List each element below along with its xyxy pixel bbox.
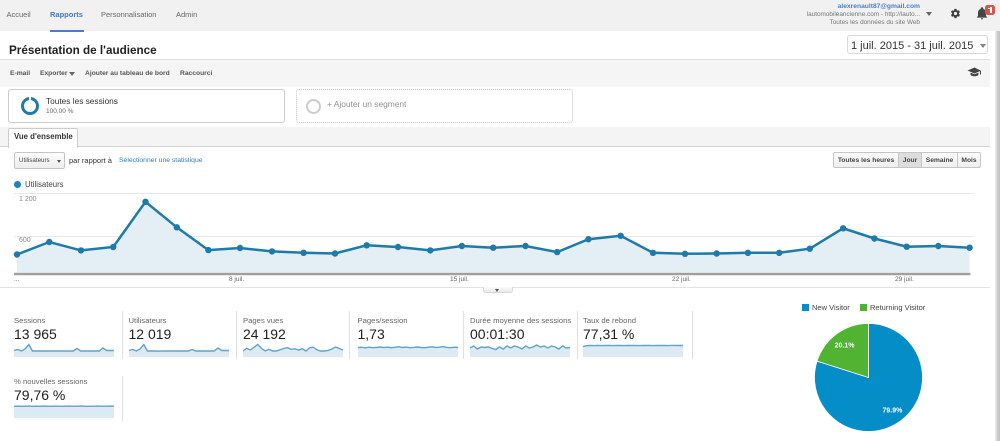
svg-text:20.1%: 20.1% [835,342,856,349]
svg-text:79.9%: 79.9% [882,408,903,415]
